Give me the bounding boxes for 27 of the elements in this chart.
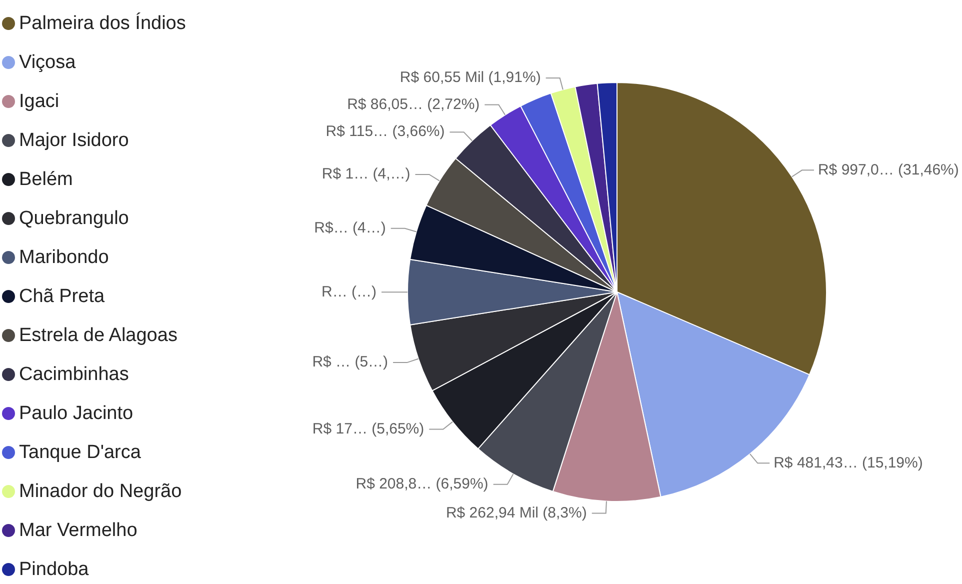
data-label: R$ 115… (3,66%) [326, 123, 445, 140]
data-label: R$ 208,8… (6,59%) [356, 476, 488, 493]
legend-label: Paulo Jacinto [19, 402, 134, 424]
legend-label: Major Isidoro [19, 130, 129, 152]
legend-label: Belém [19, 168, 73, 190]
legend-label: Mar Vermelho [19, 520, 138, 542]
data-label: R$ 481,43… (15,19%) [774, 454, 923, 472]
data-label: R$ 60,55 Mil (1,91%) [400, 69, 541, 86]
legend-label: Minador do Negrão [19, 480, 182, 502]
legend-label: Igaci [19, 90, 60, 112]
data-label: R$ 1… (4,…) [322, 166, 410, 183]
legend-label: Estrela de Alagoas [19, 324, 178, 346]
data-label: R$ 997,0… (31,46%) [818, 161, 959, 178]
legend-label: Quebrangulo [19, 208, 129, 230]
data-label: R$ 17… (5,65%) [312, 420, 424, 438]
legend-label: Tanque D'arca [19, 442, 141, 464]
data-label: R… (…) [322, 283, 376, 300]
data-label: R$ 86,05… (2,72%) [347, 96, 480, 113]
data-label: R$… (4…) [314, 219, 386, 236]
data-label: R$ … (5…) [312, 354, 388, 371]
legend-label: Viçosa [19, 52, 76, 74]
legend-label: Cacimbinhas [19, 364, 129, 386]
legend-label: Pindoba [19, 558, 89, 580]
legend-label: Chã Preta [19, 286, 105, 308]
legend-label: Palmeira dos Índios [19, 12, 186, 34]
data-label: R$ 262,94 Mil (8,3%) [446, 504, 587, 522]
legend-label: Maribondo [19, 246, 109, 268]
